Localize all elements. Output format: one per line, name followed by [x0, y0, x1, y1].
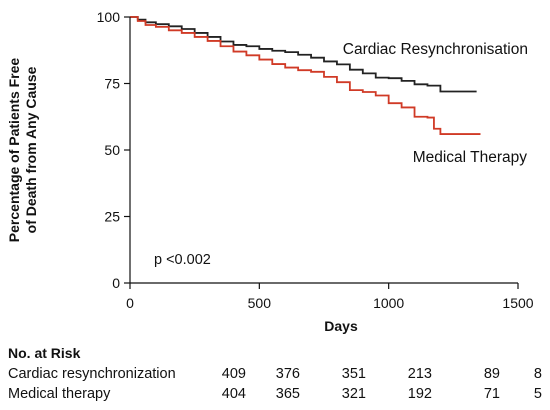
survival-chart: 0 25 50 75 100 0 500 1000 1500 Cardiac Resynchr…: [6, 9, 534, 334]
x-axis-ticks: 0 500 1000 1500: [126, 283, 534, 311]
risk-value: 365: [275, 386, 300, 402]
risk-value: 192: [407, 386, 432, 402]
y-axis-label-line-1: Percentage of Patients Free: [6, 58, 22, 243]
risk-value: 5: [533, 386, 542, 402]
series-line-cardiac-resynchronisation: [130, 16, 477, 93]
series-label-cardiac: Cardiac Resynchronisation: [343, 41, 528, 58]
y-axis-label: Percentage of Patients Free of Death fro…: [6, 58, 39, 243]
risk-row-label: Cardiac resynchronization: [8, 366, 176, 382]
risk-row-medical: Medical therapy 404 365 321 192 71 5: [8, 386, 548, 404]
series-line-medical-therapy: [130, 16, 481, 135]
risk-value: 409: [221, 366, 246, 382]
risk-value: 404: [221, 386, 246, 402]
x-tick-label: 500: [248, 295, 272, 311]
p-value-annotation: p <0.002: [154, 252, 211, 268]
risk-value: 213: [407, 366, 432, 382]
risk-value: 376: [275, 366, 300, 382]
x-tick-label: 1500: [502, 295, 533, 311]
risk-value: 351: [341, 366, 366, 382]
series-label-medical: Medical Therapy: [413, 149, 528, 166]
y-tick-label: 100: [97, 9, 121, 25]
x-axis-label: Days: [324, 318, 358, 334]
y-tick-label: 50: [104, 142, 120, 158]
y-tick-label: 25: [104, 209, 120, 225]
risk-value: 321: [341, 386, 366, 402]
series-layer: [130, 16, 481, 135]
risk-value: 8: [533, 366, 542, 382]
risk-table-title: No. at Risk: [8, 345, 81, 361]
risk-value: 89: [483, 366, 500, 382]
risk-row-label: Medical therapy: [8, 386, 111, 402]
x-tick-label: 1000: [373, 295, 404, 311]
y-axis-label-line-2: of Death from Any Cause: [23, 66, 39, 233]
y-tick-label: 75: [104, 76, 120, 92]
x-tick-label: 0: [126, 295, 134, 311]
risk-value: 71: [483, 386, 500, 402]
y-tick-label: 0: [112, 275, 120, 291]
risk-row-cardiac: Cardiac resynchronization 409 376 351 21…: [8, 366, 548, 384]
y-axis-ticks: 0 25 50 75 100: [97, 9, 130, 291]
